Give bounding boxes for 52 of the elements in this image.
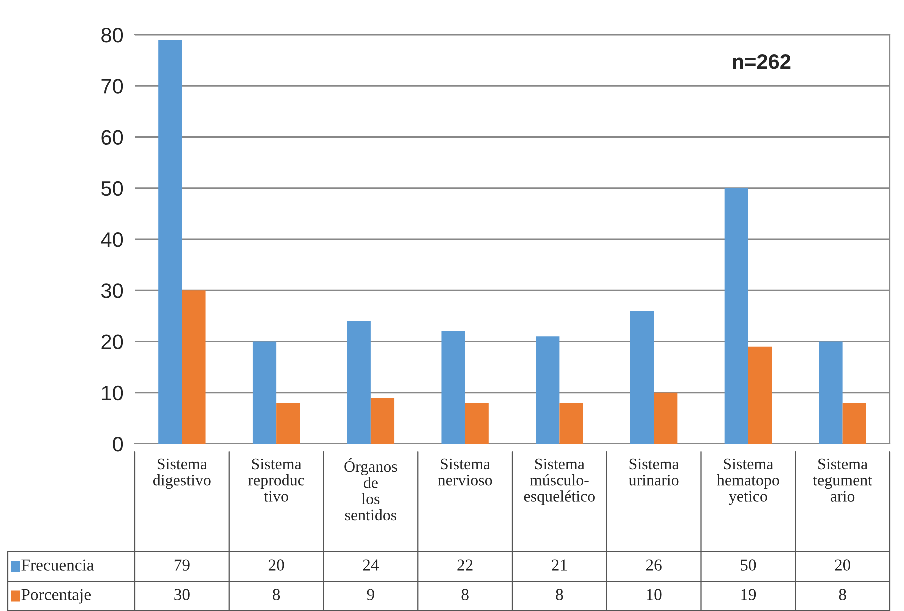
data-label: 8: [273, 589, 280, 600]
bar: [442, 332, 466, 444]
data-label: 8: [556, 589, 564, 600]
x-tick-label: Sistema digestivo: [153, 458, 211, 490]
y-tick-label: 10: [102, 386, 124, 401]
data-label: 21: [552, 560, 568, 571]
data-label: 30: [174, 589, 190, 600]
data-label: 26: [646, 560, 662, 571]
data-label: 9: [367, 589, 374, 600]
y-tick-label: 40: [101, 232, 124, 248]
bar: [370, 398, 395, 444]
bar: [819, 342, 843, 444]
y-tick-label: 20: [102, 334, 124, 350]
legend-label: Frecuencia: [22, 560, 94, 571]
y-tick-label: 60: [102, 130, 124, 146]
bar: [158, 40, 182, 444]
data-label: 10: [647, 589, 662, 600]
x-tick-label: Sistema músculo-esquelético: [524, 458, 595, 506]
data-label: 50: [741, 560, 756, 571]
data-label: 20: [835, 560, 851, 571]
bar: [842, 403, 866, 444]
x-tick-label: Sistema reproductivo: [248, 458, 304, 502]
bar: [347, 321, 371, 444]
annotation: n=262: [733, 54, 791, 70]
data-label: 19: [742, 589, 756, 600]
bar: [252, 342, 277, 444]
bar: [748, 346, 772, 444]
x-tick-label: Sistema tegumentario: [813, 458, 872, 502]
bar: [560, 403, 584, 444]
data-label: 24: [363, 560, 380, 571]
y-tick-label: 70: [102, 79, 124, 94]
bar: [465, 403, 489, 444]
bar: [536, 336, 560, 444]
legend-label: Porcentaje: [22, 589, 91, 604]
data-label: 22: [458, 560, 473, 571]
y-tick-label: 50: [102, 181, 124, 196]
y-tick-label: 0: [113, 437, 124, 452]
data-label: 8: [839, 589, 846, 600]
bar: [654, 392, 678, 444]
x-tick-label: Órganos de los sentidos: [344, 458, 398, 521]
bar: [276, 403, 300, 444]
y-tick-label: 30: [102, 284, 124, 298]
y-tick-label: 80: [102, 28, 124, 43]
bar: [724, 188, 748, 444]
x-tick-label: Sistema hematopoyetico: [717, 458, 780, 506]
data-label: 8: [462, 589, 469, 600]
data-label: 79: [174, 560, 190, 571]
bar: [182, 290, 206, 444]
x-tick-label: Sistema nervioso: [438, 458, 492, 486]
x-tick-label: Sistema urinario: [628, 458, 680, 486]
data-label: 20: [268, 560, 284, 571]
bar: [630, 311, 654, 444]
